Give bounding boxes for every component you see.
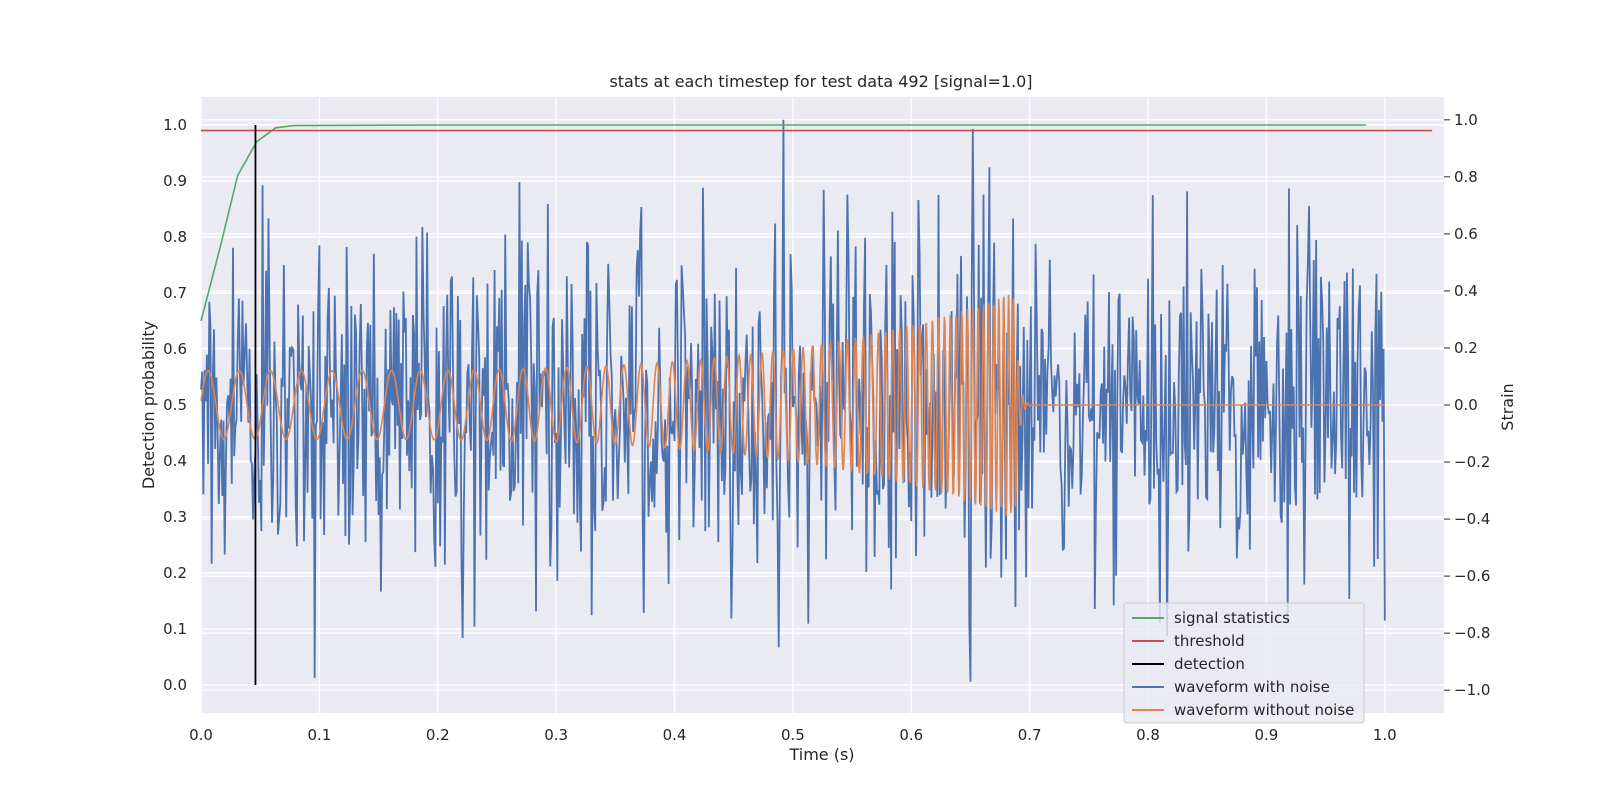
x-axis-label: Time (s) [788, 745, 854, 764]
y2-tick-label: −0.4 [1454, 510, 1490, 528]
x-tick-label: 0.1 [307, 726, 331, 744]
y-tick-label: 0.3 [163, 508, 187, 526]
y-tick-label: 0.0 [163, 676, 187, 694]
y2-tick-label: 1.0 [1454, 111, 1478, 129]
y-axis-left: 0.0 0.1 0.2 0.3 0.4 0.5 0.6 0.7 0.8 0.9 1.0 [163, 116, 187, 694]
legend-box [1123, 602, 1365, 724]
y2-tick-label: 0.2 [1454, 339, 1478, 357]
y-axis-right: −1.0 −0.8 −0.6 −0.4 −0.2 0.0 0.2 0.4 0.6 0.8 1.0 [1444, 111, 1490, 699]
y2-tick-label: −0.2 [1454, 453, 1490, 471]
x-tick-label: 0.8 [1136, 726, 1160, 744]
y-tick-label: 1.0 [163, 116, 187, 134]
y2-tick-label: 0.6 [1454, 225, 1478, 243]
legend-label: signal statistics [1174, 609, 1290, 627]
y2-tick-label: −0.6 [1454, 567, 1490, 585]
series-waveform-without-noise [200, 294, 1385, 516]
x-tick-label: 0.3 [544, 726, 568, 744]
y2-axis-label: Strain [1498, 383, 1517, 430]
y-tick-label: 0.5 [163, 396, 187, 414]
y-tick-label: 0.4 [163, 452, 187, 470]
x-tick-label: 0.5 [781, 726, 805, 744]
x-axis: 0.0 0.1 0.2 0.3 0.4 0.5 0.6 0.7 0.8 0.9 1.0 [189, 726, 1397, 744]
series-signal-statistics [200, 124, 1366, 322]
y-tick-label: 0.8 [163, 228, 187, 246]
y2-tick-label: −0.8 [1454, 624, 1490, 642]
y2-tick-label: 0.8 [1454, 168, 1478, 186]
y-tick-label: 0.7 [163, 284, 187, 302]
y-tick-label: 0.2 [163, 564, 187, 582]
legend-label: waveform with noise [1174, 678, 1330, 696]
y2-tick-label: 0.4 [1454, 282, 1478, 300]
legend-label: threshold [1174, 632, 1245, 650]
y-axis-label: Detection probability [139, 321, 158, 489]
series-layer [200, 119, 1433, 685]
x-tick-label: 0.2 [426, 726, 450, 744]
legend-label: detection [1174, 655, 1245, 673]
x-tick-label: 0.9 [1254, 726, 1278, 744]
legend-label: waveform without noise [1174, 701, 1354, 719]
x-tick-label: 0.6 [899, 726, 923, 744]
x-tick-label: 0.4 [663, 726, 687, 744]
y-tick-label: 0.9 [163, 172, 187, 190]
x-tick-label: 1.0 [1373, 726, 1397, 744]
chart-title: stats at each timestep for test data 492… [609, 72, 1032, 91]
series-waveform-with-noise [200, 119, 1386, 682]
y2-tick-label: −1.0 [1454, 681, 1490, 699]
y-tick-label: 0.1 [163, 620, 187, 638]
x-tick-label: 0.7 [1018, 726, 1042, 744]
y2-tick-label: 0.0 [1454, 396, 1478, 414]
legend: signal statistics threshold detection wavef… [1123, 602, 1365, 724]
y-tick-label: 0.6 [163, 340, 187, 358]
x-tick-label: 0.0 [189, 726, 213, 744]
